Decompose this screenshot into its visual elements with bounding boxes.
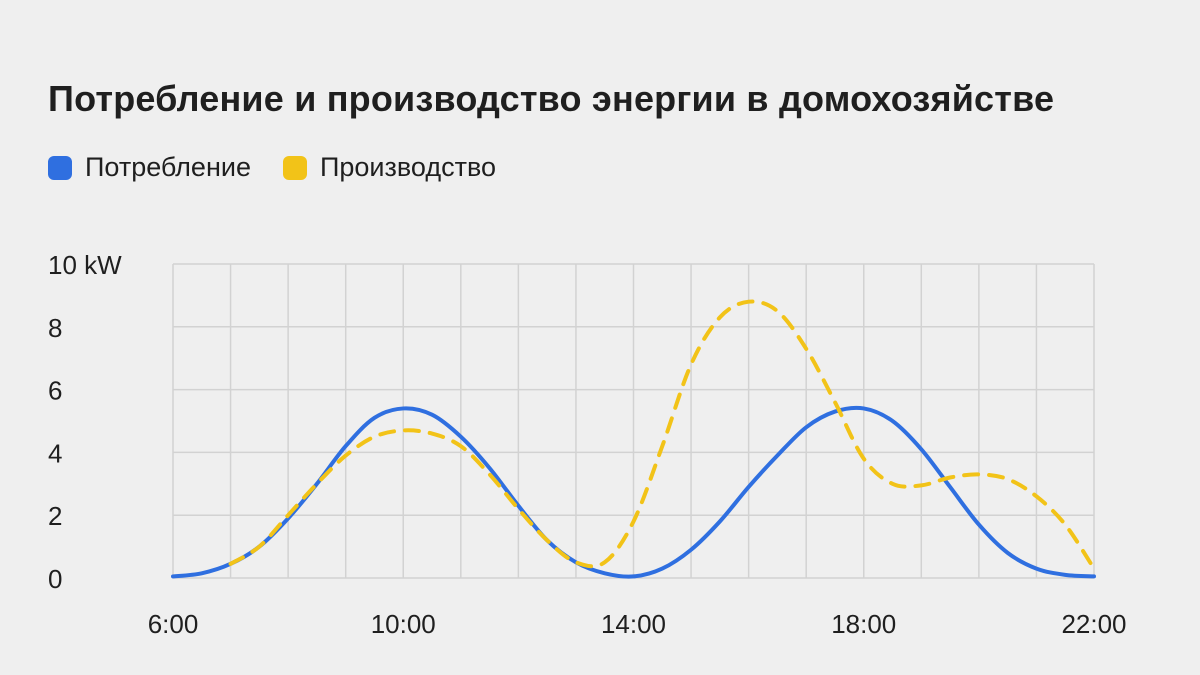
x-tick-label: 22:00: [1061, 609, 1126, 639]
legend-item-consumption: Потребление: [48, 152, 251, 183]
legend-item-production: Производство: [282, 152, 497, 183]
y-axis-labels: 0 2 4 6 8 10 kW: [48, 250, 122, 594]
x-tick-label: 14:00: [601, 609, 666, 639]
x-tick-label: 6:00: [148, 609, 199, 639]
legend-label-consumption: Потребление: [85, 152, 251, 182]
x-tick-label: 18:00: [831, 609, 896, 639]
legend-swatch-production: [282, 155, 307, 180]
y-tick-label: 10 kW: [48, 250, 122, 280]
x-tick-label: 10:00: [371, 609, 436, 639]
y-tick-label: 0: [48, 564, 62, 594]
series-lines: [171, 299, 1096, 579]
legend: Потребление Производство: [48, 152, 528, 183]
series-line-production: [228, 299, 1096, 571]
y-tick-label: 2: [48, 501, 62, 531]
y-tick-label: 8: [48, 313, 62, 343]
y-tick-label: 6: [48, 376, 62, 406]
chart-title: Потребление и производство энергии в дом…: [48, 78, 1055, 119]
legend-swatch-consumption: [48, 155, 72, 180]
y-tick-label: 4: [48, 438, 62, 468]
grid: [172, 263, 1095, 579]
legend-label-production: Производство: [319, 152, 497, 182]
x-axis-labels: 6:00 10:00 14:00 18:00 22:00: [148, 609, 1127, 639]
